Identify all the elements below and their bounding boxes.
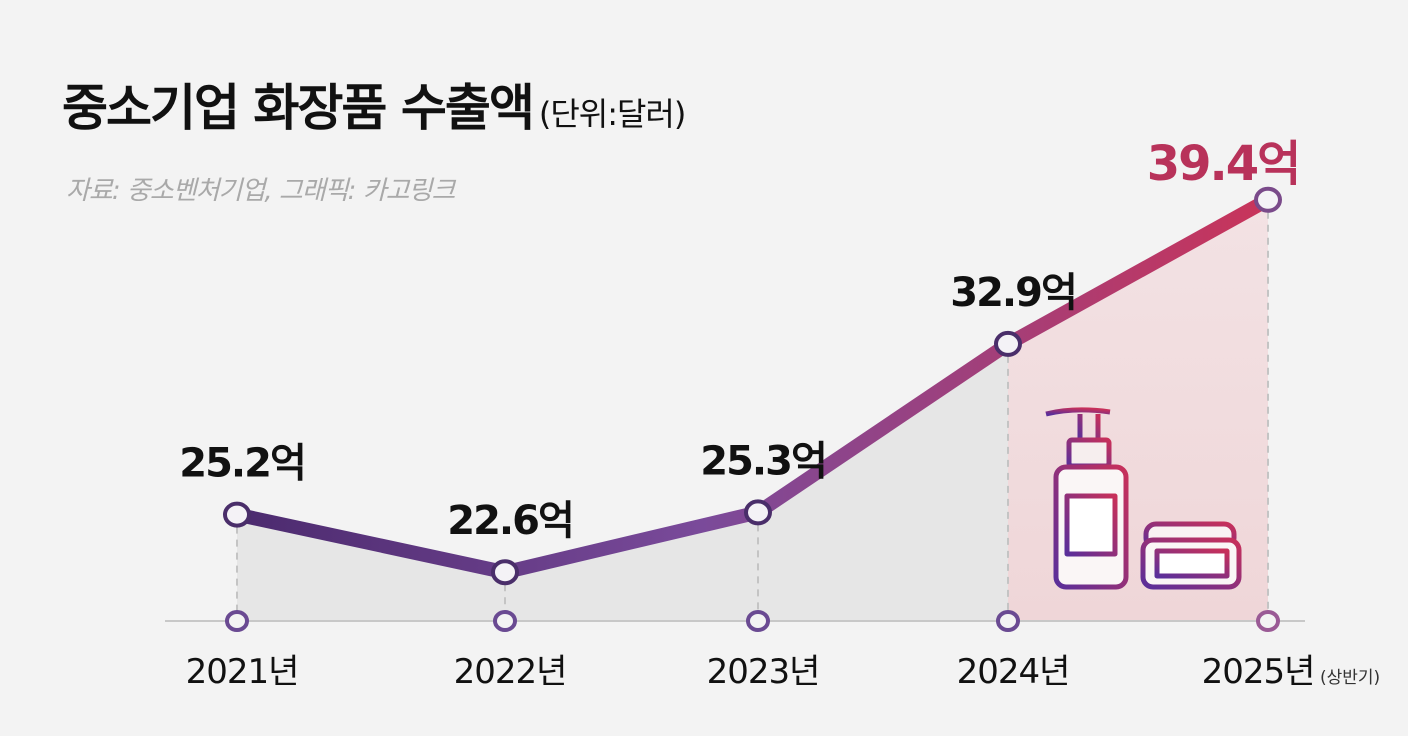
x-tick-note: (상반기) [1320,668,1380,688]
x-tick-label: 2021년 [186,652,299,692]
chart-title: 중소기업 화장품 수출액 (단위:달러) [62,68,687,140]
x-tick-label: 2023년 [707,652,820,692]
area-fill [237,343,1008,621]
x-tick-label: 2024년 [957,652,1070,692]
data-point [744,499,772,526]
data-label: 32.9억 [950,270,1076,316]
data-label: 39.4억 [1147,136,1300,192]
x-tick-label: 2022년 [454,652,567,692]
axis-tick-marker [225,610,249,632]
axis-tick-marker [1256,610,1280,632]
x-tick-label: 2025년 [1202,652,1315,692]
source-note: 자료: 중소벤처기업, 그래픽: 카고링크 [66,176,455,206]
cosmetics-bottle-jar-icon [1045,407,1242,590]
data-point [491,559,519,586]
axis-tick-marker [746,610,770,632]
data-point [994,330,1022,357]
data-point [1254,186,1282,213]
axis-tick-marker [996,610,1020,632]
data-point [223,501,251,528]
axis-tick-marker [493,610,517,632]
unit-label: (단위:달러) [538,95,687,133]
data-label: 25.2억 [179,441,305,487]
data-label: 25.3억 [700,438,826,484]
data-label: 22.6억 [447,498,573,544]
title-text: 중소기업 화장품 수출액 [62,79,535,137]
